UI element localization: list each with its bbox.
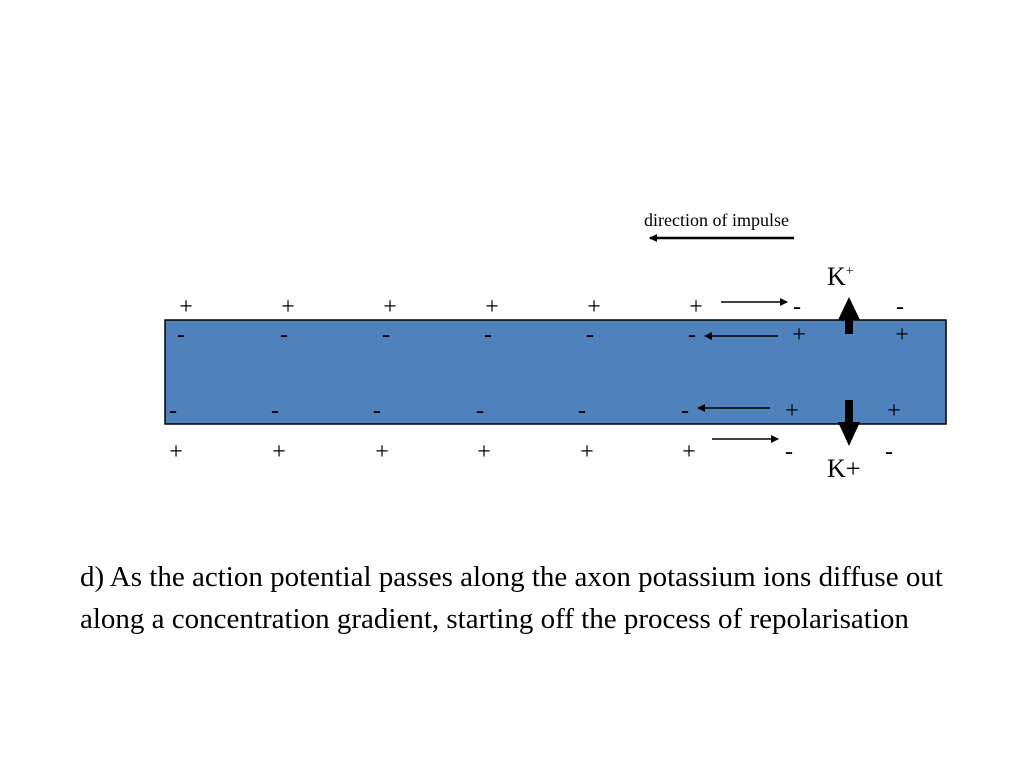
charge-outer-top-8: - — [896, 294, 904, 320]
k-efflux-arrow-down — [838, 400, 860, 446]
charge-outer-top-5: + — [587, 294, 601, 320]
charge-outer-top-7: - — [793, 294, 801, 320]
charge-inner-top-7: + — [792, 322, 806, 348]
charge-inner-bottom-4: - — [476, 398, 484, 424]
charge-inner-bottom-2: - — [271, 398, 279, 424]
charge-outer-bottom-5: + — [580, 439, 594, 465]
charge-outer-bottom-7: - — [785, 439, 793, 465]
charge-outer-bottom-1: + — [169, 439, 183, 465]
charge-markers: + + + + + + - -- - - - - - + +- - - - - - + ++ + + + + + - - — [169, 294, 909, 465]
potassium-label-bottom: K+ — [827, 454, 860, 483]
potassium-label-top: K+ — [827, 262, 854, 291]
charge-outer-bottom-3: + — [375, 439, 389, 465]
charge-inner-bottom-7: + — [785, 398, 799, 424]
charge-outer-top-2: + — [281, 294, 295, 320]
charge-outer-top-6: + — [689, 294, 703, 320]
charge-inner-top-5: - — [586, 322, 594, 348]
charge-outer-bottom-2: + — [272, 439, 286, 465]
charge-inner-bottom-1: - — [169, 398, 177, 424]
charge-inner-bottom-6: - — [681, 398, 689, 424]
direction-label: direction of impulse — [644, 210, 789, 230]
charge-inner-bottom-3: - — [373, 398, 381, 424]
charge-outer-top-1: + — [179, 294, 193, 320]
charge-inner-bottom-8: + — [887, 398, 901, 424]
charge-outer-top-4: + — [485, 294, 499, 320]
axon-membrane — [164, 319, 947, 425]
charge-inner-top-4: - — [484, 322, 492, 348]
charge-outer-bottom-8: - — [885, 439, 893, 465]
charge-outer-bottom-6: + — [682, 439, 696, 465]
caption-text: d) As the action potential passes along … — [80, 561, 943, 635]
k-efflux-arrow-up — [838, 297, 860, 334]
charge-inner-top-2: - — [280, 322, 288, 348]
charge-outer-top-3: + — [383, 294, 397, 320]
charge-inner-top-3: - — [382, 322, 390, 348]
charge-inner-top-1: - — [177, 322, 185, 348]
charge-inner-bottom-5: - — [578, 398, 586, 424]
charge-outer-bottom-4: + — [477, 439, 491, 465]
charge-inner-top-6: - — [688, 322, 696, 348]
charge-inner-top-8: + — [895, 322, 909, 348]
